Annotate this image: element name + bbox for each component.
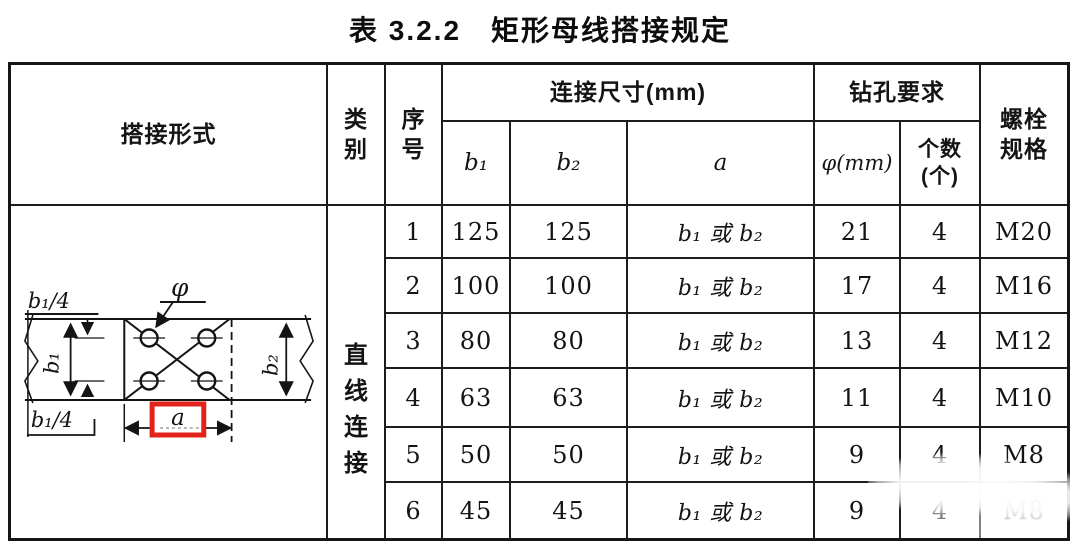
row-1-count: 4 xyxy=(901,206,981,259)
row-1-b2: 125 xyxy=(511,206,628,259)
header-lap-form: 搭接形式 xyxy=(11,65,328,206)
row-2-count: 4 xyxy=(901,259,981,314)
row-6-count: 4 xyxy=(901,483,981,538)
lap-joint-diagram: b₁/4 φ b₁ b₂ b₁/4 a xyxy=(11,206,328,538)
row-5-phi: 9 xyxy=(815,428,901,483)
header-connection-dimensions: 连接尺寸(mm) xyxy=(443,65,815,122)
row-2-b2: 100 xyxy=(511,259,628,314)
row-1-phi: 21 xyxy=(815,206,901,259)
header-b2: b₂ xyxy=(511,122,628,206)
row-3-count: 4 xyxy=(901,314,981,369)
row-3-phi: 13 xyxy=(815,314,901,369)
header-category: 类 别 xyxy=(328,65,386,206)
header-bolt-spec: 螺栓 规格 xyxy=(981,65,1067,206)
red-highlight-box xyxy=(149,401,207,438)
header-hole-count: 个数 (个) xyxy=(901,122,981,206)
row-4-a: b₁ 或 b₂ xyxy=(628,369,815,428)
label-b2: b₂ xyxy=(258,354,282,376)
row-2-phi: 17 xyxy=(815,259,901,314)
header-serial: 序 号 xyxy=(386,65,443,206)
label-a: a xyxy=(171,405,185,431)
row-6-phi: 9 xyxy=(815,483,901,538)
row-5-b2: 50 xyxy=(511,428,628,483)
row-4-count: 4 xyxy=(901,369,981,428)
row-3-b2: 80 xyxy=(511,314,628,369)
category-straight-line-connection: 直 线 连 接 xyxy=(328,206,386,538)
row-2-serial: 2 xyxy=(386,259,443,314)
row-4-b1: 63 xyxy=(443,369,511,428)
row-3-serial: 3 xyxy=(386,314,443,369)
row-5-serial: 5 xyxy=(386,428,443,483)
row-4-phi: 11 xyxy=(815,369,901,428)
row-5-bolt: M8 xyxy=(981,428,1067,483)
row-5-a: b₁ 或 b₂ xyxy=(628,428,815,483)
row-2-b1: 100 xyxy=(443,259,511,314)
header-drill-requirements: 钻孔要求 xyxy=(815,65,981,122)
header-phi-mm: φ(mm) xyxy=(815,122,901,206)
row-6-a: b₁ 或 b₂ xyxy=(628,483,815,538)
row-1-bolt: M20 xyxy=(981,206,1067,259)
label-b1: b₁ xyxy=(40,352,64,374)
header-b1: b₁ xyxy=(443,122,511,206)
row-3-bolt: M12 xyxy=(981,314,1067,369)
row-2-a: b₁ 或 b₂ xyxy=(628,259,815,314)
row-5-count: 4 xyxy=(901,428,981,483)
row-5-b1: 50 xyxy=(443,428,511,483)
header-a: a xyxy=(628,122,815,206)
row-3-b1: 80 xyxy=(443,314,511,369)
row-1-serial: 1 xyxy=(386,206,443,259)
label-phi: φ xyxy=(171,273,189,302)
busbar-diagram-drawing: b₁/4 φ b₁ b₂ b₁/4 a xyxy=(24,273,314,442)
row-3-a: b₁ 或 b₂ xyxy=(628,314,815,369)
label-b1-quarter-top: b₁/4 xyxy=(28,289,70,313)
busbar-lap-table: 搭接形式 类 别 序 号 连接尺寸(mm) 钻孔要求 螺栓 规格 b₁ b₂ a… xyxy=(8,62,1070,541)
row-1-a: b₁ 或 b₂ xyxy=(628,206,815,259)
row-1-b1: 125 xyxy=(443,206,511,259)
row-6-b2: 45 xyxy=(511,483,628,538)
row-6-serial: 6 xyxy=(386,483,443,538)
label-b1-quarter-bottom: b₁/4 xyxy=(31,408,73,432)
row-4-serial: 4 xyxy=(386,369,443,428)
row-2-bolt: M16 xyxy=(981,259,1067,314)
row-6-bolt: M8 xyxy=(1003,496,1045,525)
row-4-bolt: M10 xyxy=(981,369,1067,428)
row-4-b2: 63 xyxy=(511,369,628,428)
table-title: 表 3.2.2 矩形母线搭接规定 xyxy=(348,15,732,46)
row-6-b1: 45 xyxy=(443,483,511,538)
